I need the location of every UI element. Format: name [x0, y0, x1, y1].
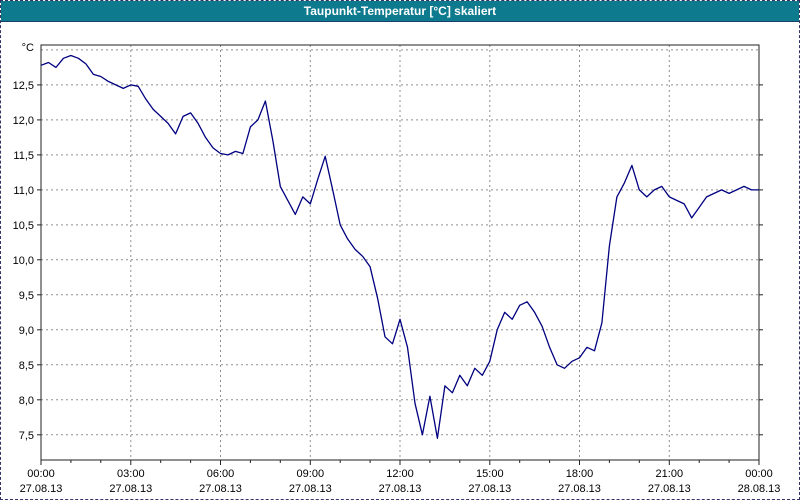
svg-text:10,0: 10,0 [13, 255, 34, 267]
chart-title-bar: Taupunkt-Temperatur [°C] skaliert [1, 1, 799, 22]
svg-text:10,5: 10,5 [13, 220, 34, 232]
svg-text:27.08.13: 27.08.13 [558, 483, 601, 495]
svg-text:27.08.13: 27.08.13 [109, 483, 152, 495]
svg-text:15:00: 15:00 [476, 468, 504, 480]
svg-text:28.08.13: 28.08.13 [738, 483, 781, 495]
svg-text:27.08.13: 27.08.13 [289, 483, 332, 495]
svg-text:21:00: 21:00 [656, 468, 684, 480]
svg-text:27.08.13: 27.08.13 [468, 483, 511, 495]
svg-text:8,5: 8,5 [19, 360, 34, 372]
svg-text:12,0: 12,0 [13, 115, 34, 127]
svg-text:12,5: 12,5 [13, 80, 34, 92]
chart-area: 12,5 12,0 11,5 11,0 10,5 10,0 9,5 9,0 8,5 8,0 7,5 °… [1, 22, 799, 499]
svg-text:03:00: 03:00 [117, 468, 145, 480]
chart-title: Taupunkt-Temperatur [°C] skaliert [303, 4, 497, 18]
svg-text:09:00: 09:00 [297, 468, 325, 480]
svg-text:06:00: 06:00 [207, 468, 235, 480]
svg-text:9,0: 9,0 [19, 325, 34, 337]
svg-text:27.08.13: 27.08.13 [648, 483, 691, 495]
svg-text:7,5: 7,5 [19, 430, 34, 442]
svg-text:8,0: 8,0 [19, 395, 34, 407]
svg-text:27.08.13: 27.08.13 [379, 483, 422, 495]
svg-text:27.08.13: 27.08.13 [20, 483, 63, 495]
svg-text:°C: °C [22, 42, 34, 54]
svg-text:00:00: 00:00 [745, 468, 773, 480]
svg-text:18:00: 18:00 [566, 468, 594, 480]
svg-text:00:00: 00:00 [27, 468, 55, 480]
line-chart: 12,5 12,0 11,5 11,0 10,5 10,0 9,5 9,0 8,5 8,0 7,5 °… [13, 42, 781, 495]
svg-text:12:00: 12:00 [386, 468, 414, 480]
svg-text:27.08.13: 27.08.13 [199, 483, 242, 495]
svg-text:11,5: 11,5 [13, 150, 34, 162]
svg-text:9,5: 9,5 [19, 290, 34, 302]
svg-text:11,0: 11,0 [13, 185, 34, 197]
